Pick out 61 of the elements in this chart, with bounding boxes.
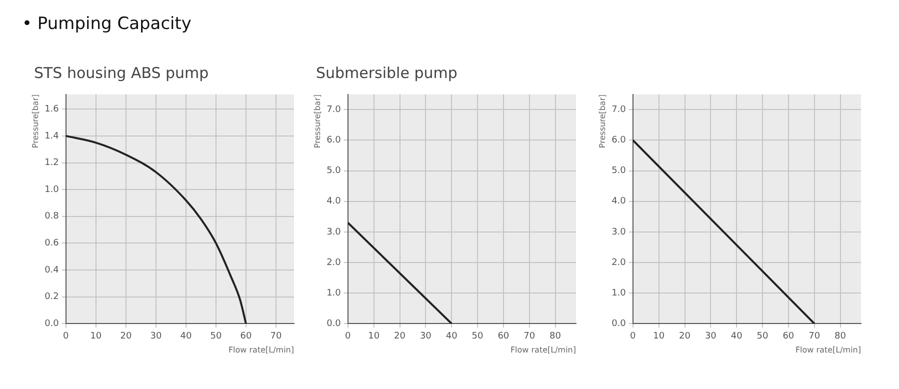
y-tick-label: 1.0 <box>612 288 626 298</box>
x-tick-label: 10 <box>90 331 102 342</box>
y-tick-label: 3.0 <box>326 227 342 238</box>
x-tick-label: 70 <box>270 331 282 342</box>
y-axis-title: Pressure[bar] <box>312 94 322 148</box>
y-axis-title: Pressure[bar] <box>30 94 40 148</box>
x-tick-label: 30 <box>704 331 717 342</box>
x-axis-title: Flow rate[L/min] <box>510 345 576 354</box>
x-tick-label: 80 <box>550 331 562 342</box>
y-tick-label: 0.0 <box>44 318 60 329</box>
y-tick-label: 1.2 <box>44 158 59 168</box>
y-tick-label: 2.0 <box>326 258 342 268</box>
x-tick-label: 50 <box>756 331 769 342</box>
x-tick-label: 40 <box>180 331 192 342</box>
y-tick-label: 1.6 <box>44 104 60 114</box>
y-tick-label: 4.0 <box>326 196 342 207</box>
text: • Pumping Capacity <box>22 14 192 34</box>
x-tick-label: 50 <box>210 331 222 342</box>
y-tick-label: 0.6 <box>44 238 60 249</box>
y-tick-label: 4.0 <box>612 196 626 207</box>
x-tick-label: 0 <box>630 331 636 342</box>
y-tick-label: 0.0 <box>612 318 626 329</box>
x-tick-label: 80 <box>834 331 846 342</box>
line-series <box>66 134 247 324</box>
x-tick-label: 30 <box>150 331 162 342</box>
y-tick-label: 0.0 <box>326 318 342 329</box>
y-tick-label: 0.4 <box>44 265 60 276</box>
y-tick-label: 6.0 <box>612 136 626 146</box>
chart-title: STS housing ABS pump <box>34 64 210 84</box>
x-tick-label: 20 <box>679 331 691 342</box>
x-tick-label: 60 <box>782 331 794 342</box>
y-tick-label: 5.0 <box>612 166 626 176</box>
x-tick-label: 60 <box>498 331 510 342</box>
y-tick-label: 0.2 <box>44 292 59 302</box>
y-tick-label: 7.0 <box>326 105 342 116</box>
x-tick-label: 10 <box>368 331 380 342</box>
y-tick-label: 2.0 <box>612 258 626 268</box>
chart-title: Submersible pump <box>316 64 458 84</box>
y-tick-label: 7.0 <box>612 105 626 116</box>
x-axis-title: Flow rate[L/min] <box>228 345 294 354</box>
y-tick-label: 6.0 <box>326 136 342 146</box>
x-tick-label: 60 <box>240 331 252 342</box>
y-tick-label: 1.0 <box>44 184 60 195</box>
y-tick-label: 3.0 <box>612 227 626 238</box>
x-tick-label: 70 <box>524 331 536 342</box>
y-tick-label: 5.0 <box>326 166 342 176</box>
x-tick-label: 70 <box>808 331 820 342</box>
x-tick-label: 10 <box>653 331 665 342</box>
y-tick-label: 1.0 <box>326 288 342 298</box>
x-tick-label: 50 <box>472 331 484 342</box>
y-tick-label: 1.4 <box>44 131 60 142</box>
x-tick-label: 20 <box>394 331 406 342</box>
x-tick-label: 30 <box>420 331 432 342</box>
y-tick-label: 0.8 <box>44 212 60 222</box>
x-tick-label: 20 <box>120 331 132 342</box>
x-tick-label: 0 <box>63 331 70 342</box>
y-axis-title: Pressure[bar] <box>598 94 607 148</box>
x-tick-label: 40 <box>730 331 743 342</box>
x-tick-label: 40 <box>446 331 458 342</box>
x-tick-label: 0 <box>345 331 352 342</box>
x-axis-title: Flow rate[L/min] <box>795 345 861 354</box>
